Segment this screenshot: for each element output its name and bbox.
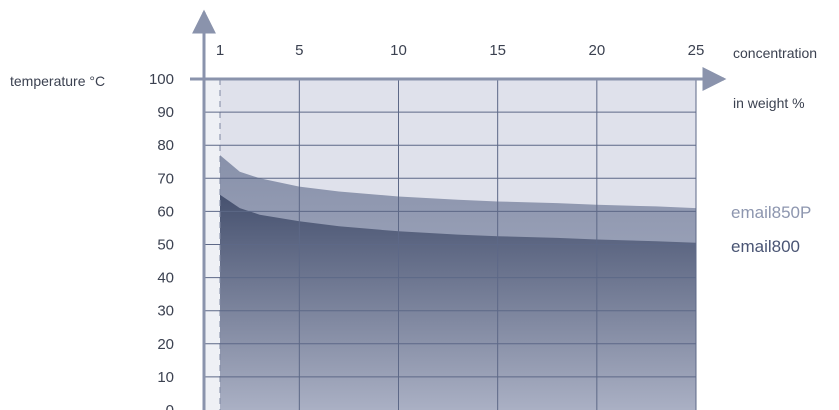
x-tick-label: 20 xyxy=(588,42,605,59)
y-tick-labels: 0 10 20 30 40 50 60 70 80 90 100 xyxy=(149,71,174,410)
series-area-email800 xyxy=(220,194,696,410)
y-axis-label: temperature °C xyxy=(10,73,105,89)
x-tick-label: 5 xyxy=(295,42,303,59)
y-tick-label: 40 xyxy=(157,270,174,287)
series-areas xyxy=(220,155,696,410)
y-tick-label: 70 xyxy=(157,170,174,187)
x-tick-label: 10 xyxy=(390,42,407,59)
x-tick-label: 1 xyxy=(216,42,224,59)
y-tick-label: 90 xyxy=(157,104,174,121)
axes xyxy=(190,9,727,410)
y-tick-label: 100 xyxy=(149,71,174,88)
y-tick-label: 20 xyxy=(157,336,174,353)
y-tick-label: 60 xyxy=(157,203,174,220)
y-tick-label: 80 xyxy=(157,137,174,154)
x-tick-label: 25 xyxy=(688,42,705,59)
x-axis-label-line1: concentration xyxy=(733,45,817,61)
x-axis-label-line2: in weight % xyxy=(733,95,805,111)
grid xyxy=(204,79,697,410)
y-tick-label: 10 xyxy=(157,369,174,386)
legend-email800: email800 xyxy=(731,237,800,256)
legend-email850P: email850P xyxy=(731,203,811,222)
y-tick-label: 50 xyxy=(157,237,174,254)
y-tick-label: 30 xyxy=(157,303,174,320)
x-tick-label: 15 xyxy=(489,42,506,59)
y-tick-label: 0 xyxy=(166,402,174,410)
x-tick-labels: 1 5 10 15 20 25 xyxy=(216,42,705,59)
